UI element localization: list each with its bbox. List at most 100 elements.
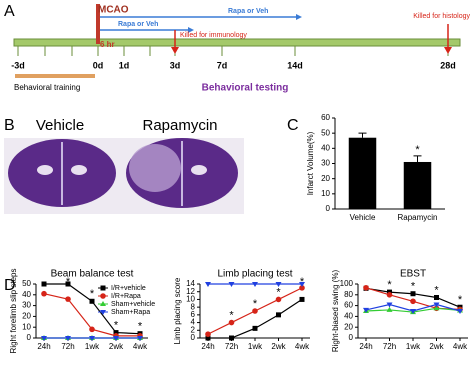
significance: * — [66, 276, 71, 288]
marker — [275, 296, 282, 303]
y-tick-label: 0 — [191, 333, 196, 342]
x-tick-label: 24h — [37, 342, 50, 351]
y-tick-label: 50 — [321, 128, 330, 137]
y-tick-label: 0 — [326, 204, 331, 213]
y-tick-label: 0 — [349, 333, 354, 342]
marker — [410, 291, 416, 297]
marker — [100, 301, 106, 306]
y-tick-label: 4 — [191, 318, 196, 327]
y-axis-label: Right-biased swing (%) — [331, 270, 340, 353]
marker — [410, 298, 416, 305]
marker — [228, 282, 235, 287]
marker — [205, 335, 211, 341]
significance: * — [387, 279, 392, 291]
marker — [299, 296, 305, 302]
x-tick-label: Rapamycin — [397, 213, 437, 222]
marker — [89, 326, 95, 333]
image-label: Rapamycin — [142, 117, 217, 134]
testing-label: Behavioral testing — [202, 83, 289, 94]
significance: * — [458, 294, 463, 306]
marker — [363, 284, 369, 291]
y-tick-label: 14 — [186, 279, 195, 288]
y-axis-label: Right forelimb slip steps — [9, 269, 18, 354]
legend-label: I/R+Rapa — [111, 293, 141, 300]
marker — [252, 282, 258, 287]
y-tick-label: 40 — [344, 312, 353, 321]
day-label: 28d — [440, 60, 456, 70]
marker — [65, 336, 71, 341]
y-axis-label: Infarct Volume(%) — [306, 131, 315, 195]
significance: * — [411, 281, 416, 293]
marker — [113, 330, 119, 336]
error-bar — [413, 155, 422, 162]
marker — [410, 309, 416, 314]
marker — [137, 336, 143, 341]
training-label: Behavioral training — [14, 83, 80, 92]
marker — [113, 336, 119, 341]
marker — [205, 331, 211, 337]
training-bar — [15, 74, 95, 78]
marker — [433, 302, 440, 308]
bar — [403, 161, 432, 209]
marker — [457, 309, 463, 314]
y-tick-label: 12 — [186, 287, 195, 296]
chart-title: Limb placing test — [217, 269, 292, 280]
y-tick-label: 100 — [340, 279, 354, 288]
marker — [434, 295, 439, 300]
y-tick-label: 8 — [191, 302, 196, 311]
marker — [299, 282, 305, 287]
marker — [275, 282, 282, 287]
marker — [252, 308, 258, 314]
day-label: -3d — [11, 60, 25, 70]
marker — [363, 307, 369, 313]
timeline-bar — [13, 38, 461, 47]
marker — [100, 293, 106, 299]
image-label: Vehicle — [36, 117, 84, 134]
x-tick-label: 1wk — [406, 342, 421, 351]
x-tick-label: 72h — [383, 342, 396, 351]
significance: * — [90, 288, 95, 300]
x-tick-label: 24h — [201, 342, 214, 351]
y-tick-label: 30 — [22, 301, 31, 310]
y-tick-label: 20 — [22, 312, 31, 321]
x-tick-label: 2wk — [109, 342, 124, 351]
y-tick-label: 40 — [321, 143, 330, 152]
legend-label: Sham+Rapa — [111, 309, 150, 316]
x-tick-label: 1wk — [248, 342, 263, 351]
arrow-head — [171, 47, 179, 54]
significance: * — [415, 144, 420, 156]
panel-label: D — [4, 277, 16, 294]
panel-label: A — [4, 3, 15, 20]
y-tick-label: 10 — [186, 295, 195, 304]
timeline-days: -3d 0d 1d 3d 7d 14d 28d — [11, 60, 456, 70]
x-tick-label: 4wk — [453, 342, 468, 351]
marker — [299, 285, 305, 291]
marker — [229, 335, 234, 341]
day-label: 1d — [119, 60, 130, 70]
y-tick-label: 10 — [22, 322, 31, 331]
x-tick-label: 2wk — [429, 342, 444, 351]
marker — [89, 336, 95, 341]
day-label: 3d — [170, 60, 181, 70]
panel-label: B — [4, 117, 15, 134]
chart-title: Beam balance test — [51, 269, 134, 280]
mcao-marker — [96, 4, 100, 44]
timeline-ticks — [17, 46, 449, 56]
marker — [252, 325, 258, 331]
treatment-label: Rapa or Veh — [228, 8, 268, 15]
marker — [276, 312, 281, 318]
marker — [41, 336, 47, 341]
y-tick-label: 20 — [344, 322, 353, 331]
onset-label: 6 hr — [100, 40, 115, 49]
marker — [89, 298, 95, 304]
bar — [348, 137, 377, 209]
day-label: 14d — [287, 60, 303, 70]
significance: * — [300, 276, 305, 288]
y-tick-label: 60 — [321, 113, 330, 122]
marker — [386, 306, 393, 312]
brain-vehicle — [8, 139, 116, 207]
marker — [386, 292, 393, 298]
marker — [41, 290, 47, 297]
marker — [41, 281, 47, 287]
